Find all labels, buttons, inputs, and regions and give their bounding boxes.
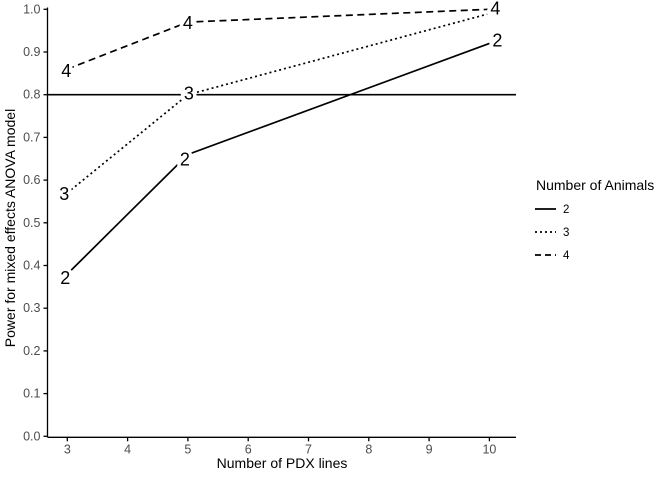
point-label-2: 2	[492, 30, 502, 50]
x-tick-label: 10	[482, 442, 496, 456]
point-label-2: 2	[180, 149, 190, 169]
series-line-3	[66, 12, 490, 194]
y-tick-label: 0.1	[23, 387, 40, 401]
point-label-4: 4	[490, 0, 500, 18]
axes	[46, 7, 516, 438]
y-tick-label: 1.0	[23, 2, 40, 16]
point-label-4: 4	[61, 61, 71, 81]
series-lines	[66, 8, 490, 275]
y-tick-label: 0.8	[23, 88, 40, 102]
y-tick-label: 0.6	[23, 173, 40, 187]
series-line-2	[66, 42, 490, 275]
y-tick-label: 0.7	[23, 130, 40, 144]
x-tick-label: 3	[64, 442, 71, 456]
y-tick-label: 0.2	[23, 344, 40, 358]
x-tick-label: 6	[245, 442, 252, 456]
x-tick-label: 7	[305, 442, 312, 456]
legend-label-2: 2	[563, 204, 569, 216]
point-label-3: 3	[59, 184, 69, 204]
y-tick-label: 0.5	[23, 216, 40, 230]
legend-label-4: 4	[563, 250, 570, 262]
legend-entries: 2 3 4	[535, 204, 570, 262]
legend-title: Number of Animals	[536, 177, 654, 193]
y-tick-label: 0.4	[23, 259, 40, 273]
y-axis-title: Power for mixed effects ANOVA model	[2, 109, 18, 347]
legend-label-3: 3	[563, 227, 569, 239]
tick-marks-and-labels: 0.0 0.1 0.2 0.3 0.4 0.5 0.6 0.7 0.8 0.9 1.0 3 4 5 6 7 8 9…	[23, 2, 496, 456]
legend: Number of Animals 2 3 4	[535, 177, 654, 262]
y-tick-label: 0.0	[23, 429, 40, 443]
point-label-2: 2	[60, 268, 70, 288]
point-label-3: 3	[184, 84, 194, 104]
point-label-4: 4	[183, 13, 193, 33]
point-label-3: 3	[491, 1, 501, 21]
x-tick-label: 8	[365, 442, 372, 456]
x-tick-label: 5	[184, 442, 191, 456]
x-tick-label: 4	[124, 442, 131, 456]
y-tick-label: 0.9	[23, 45, 40, 59]
x-axis-title: Number of PDX lines	[217, 455, 348, 471]
y-tick-label: 0.3	[23, 301, 40, 315]
x-tick-label: 9	[426, 442, 433, 456]
series-line-4	[66, 8, 490, 70]
